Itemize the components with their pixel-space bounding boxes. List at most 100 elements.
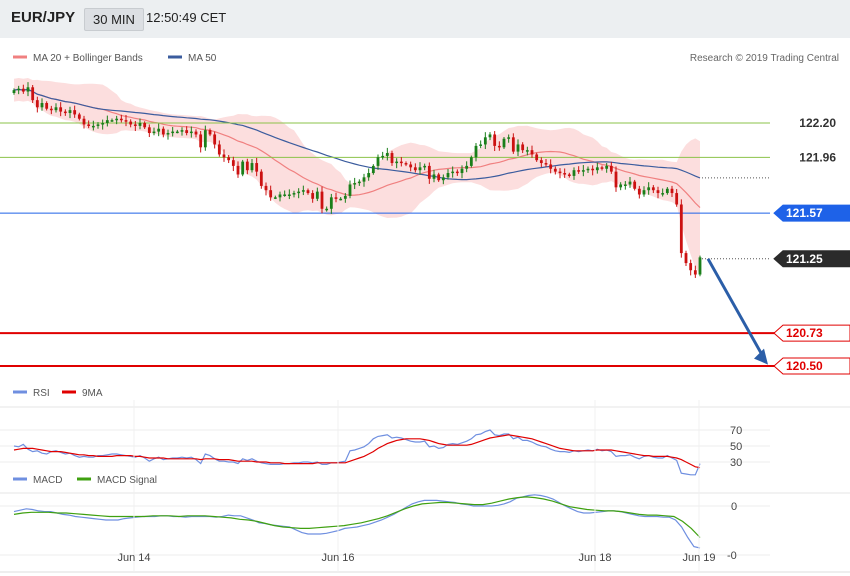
candle [96, 122, 100, 129]
candle-body [637, 188, 641, 195]
candle-body [175, 131, 179, 134]
rsi-ma-legend-label: 9MA [82, 388, 103, 399]
candle [586, 166, 590, 174]
macd-tick-label: -0 [727, 550, 737, 562]
candle [292, 190, 296, 198]
candle [217, 140, 221, 157]
candle-body [306, 190, 310, 194]
candle-body [600, 167, 604, 169]
candle [129, 119, 133, 128]
level-tag-shape-2 [773, 204, 850, 222]
candle [124, 115, 128, 127]
candle [245, 158, 249, 175]
candle-body [213, 134, 217, 145]
candle [502, 137, 506, 150]
candle [525, 146, 529, 156]
candle-body [488, 134, 492, 138]
candle-body [572, 170, 576, 176]
candle-body [185, 130, 189, 134]
candle-body [376, 157, 380, 166]
candle [105, 115, 109, 127]
candle [133, 121, 137, 132]
candle-body [348, 184, 352, 196]
candle [651, 185, 655, 194]
rsi-tick-label: 50 [730, 441, 742, 453]
candle [87, 120, 91, 129]
candle-body [49, 108, 53, 111]
candle [642, 186, 646, 197]
candle [101, 119, 105, 130]
forecast-arrow [706, 258, 768, 365]
candle [21, 84, 25, 94]
candle [665, 187, 669, 195]
candle-body [217, 144, 221, 155]
candle [208, 128, 212, 137]
candle [49, 105, 53, 115]
candle [558, 168, 562, 179]
signal-legend-label: MACD Signal [97, 475, 157, 486]
candle [567, 172, 571, 178]
candle [31, 85, 35, 104]
macd-line [13, 494, 701, 549]
candle-body [87, 124, 91, 126]
candle [320, 186, 324, 214]
candle-body [399, 161, 403, 164]
candle [301, 185, 305, 196]
macd-tick-label: 0 [731, 501, 737, 513]
candle-body [483, 137, 487, 145]
candle [45, 101, 49, 111]
candle-body [73, 110, 77, 115]
candle-body [413, 167, 417, 171]
candle-body [152, 131, 156, 134]
level-label-4: 120.73 [786, 326, 823, 340]
candle [255, 157, 259, 177]
candle-body [31, 87, 35, 101]
candle-body [269, 190, 273, 198]
candle [689, 259, 693, 276]
candle [530, 145, 534, 158]
candle [698, 255, 702, 277]
candle-body [54, 107, 58, 111]
candle [679, 199, 683, 258]
x-tick-label: Jun 18 [578, 552, 611, 564]
candle-body [689, 263, 693, 271]
candle-body [661, 193, 665, 195]
candle [581, 165, 585, 177]
level-labels: 122.20 121.96 121.57 121.25 120.73 120.50 [773, 116, 850, 375]
ma20-line [13, 88, 701, 209]
candle-body [171, 131, 175, 134]
candle [82, 115, 86, 129]
bb-legend-label: MA 20 + Bollinger Bands [33, 53, 143, 64]
candle-body [138, 123, 142, 126]
candle-body [451, 171, 455, 174]
candle [451, 166, 455, 178]
candle-body [157, 128, 161, 132]
candle [213, 131, 217, 149]
candle-body [595, 167, 599, 171]
candle-body [558, 171, 562, 174]
level-label-2: 121.57 [786, 206, 823, 220]
rsi-tick-label: 30 [730, 457, 742, 469]
candle [614, 166, 618, 192]
rsi-panel: 70 50 30 [0, 406, 850, 476]
candle-body [605, 165, 609, 169]
x-tick-label: Jun 14 [117, 552, 150, 564]
candle [563, 168, 567, 178]
timeframe-button[interactable]: 30 MIN [84, 8, 144, 31]
candle-body [539, 160, 543, 164]
candle-body [619, 184, 623, 188]
candle-body [264, 185, 268, 191]
candle [329, 193, 333, 214]
copyright-text: Research © 2019 Trading Central [690, 53, 839, 64]
macd-legend-label: MACD [33, 475, 62, 486]
candle-body [82, 118, 86, 125]
candle [376, 154, 380, 170]
candle-body [656, 190, 660, 194]
candle [311, 190, 315, 203]
candle [68, 106, 72, 119]
candle [413, 163, 417, 173]
candle [306, 188, 310, 195]
candle [273, 195, 277, 200]
level-label-5: 120.50 [786, 359, 823, 373]
candle [54, 103, 58, 113]
